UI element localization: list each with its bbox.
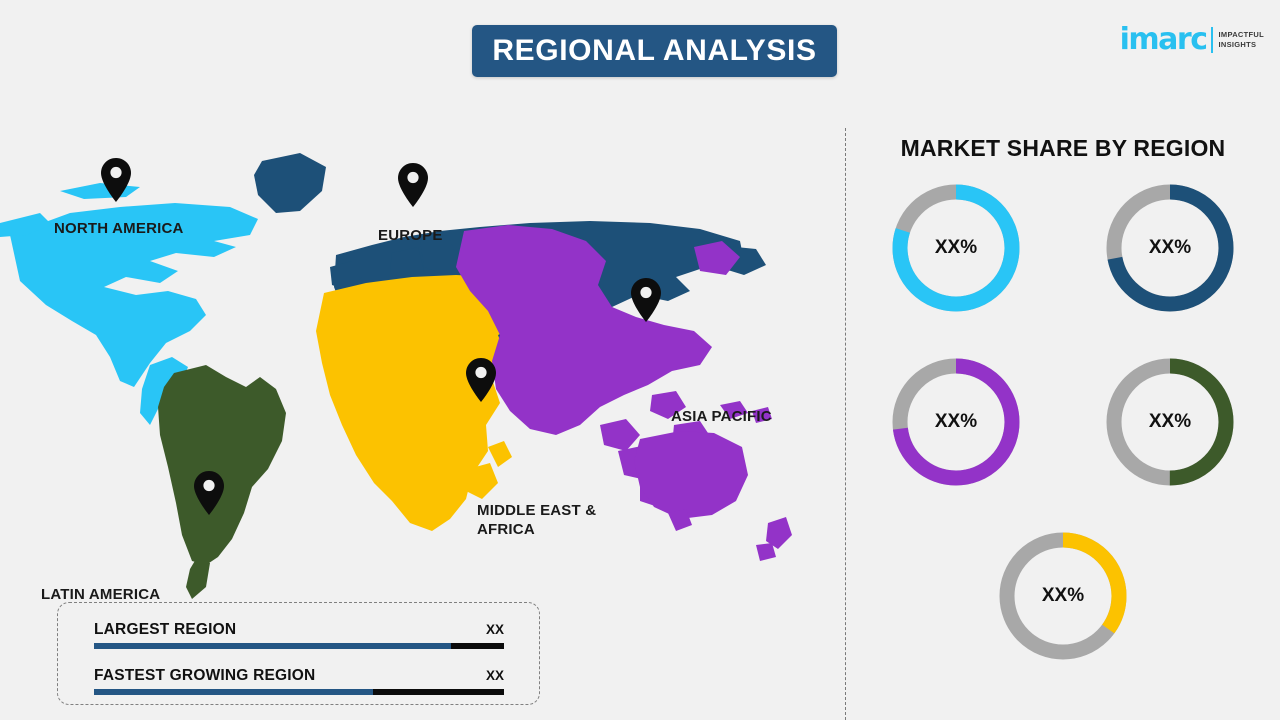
region-summary-box: LARGEST REGION XX FASTEST GROWING REGION… xyxy=(57,602,540,705)
map-label-middle-east-africa: MIDDLE EAST & AFRICA xyxy=(477,502,597,538)
world-map-panel: NORTH AMERICA EUROPE ASIA PACIFIC MIDDLE… xyxy=(0,95,830,615)
donut-row-3: XX% xyxy=(856,526,1270,666)
legend-value-largest-region: XX xyxy=(485,622,504,637)
donut-graphic xyxy=(892,358,1020,486)
map-pin-latin-america[interactable] xyxy=(194,471,224,515)
logo-tagline-line1: IMPACTFUL xyxy=(1218,29,1264,39)
map-label-europe: EUROPE xyxy=(378,227,443,244)
donut-chart-grid: XX% XX% XX% xyxy=(856,178,1270,666)
legend-row-fastest-growing-region: FASTEST GROWING REGION XX xyxy=(94,667,504,695)
world-map-graphic xyxy=(0,153,792,599)
logo-tagline-line2: INSIGHTS xyxy=(1218,40,1257,49)
legend-value-fastest-growing-region: XX xyxy=(485,668,504,683)
donut-graphic xyxy=(1106,358,1234,486)
donut-graphic xyxy=(1106,184,1234,312)
map-region-asia-pacific[interactable] xyxy=(456,225,792,561)
donut-chart-north-america[interactable]: XX% xyxy=(886,178,1026,318)
donut-row-1: XX% XX% xyxy=(856,178,1270,318)
logo-wordmark: imarc xyxy=(1119,22,1208,57)
legend-row-header: LARGEST REGION XX xyxy=(94,621,504,639)
legend-progress-fill-fastest-growing-region xyxy=(94,689,373,695)
page-title: REGIONAL ANALYSIS xyxy=(492,34,817,67)
donut-graphic xyxy=(999,532,1127,660)
map-region-latin-america[interactable] xyxy=(158,365,286,599)
map-pin-asia-pacific[interactable] xyxy=(631,278,661,322)
map-pin-europe[interactable] xyxy=(398,163,428,207)
legend-label-largest-region: LARGEST REGION xyxy=(94,621,237,638)
map-pin-north-america[interactable] xyxy=(101,158,131,202)
donut-chart-latin-america[interactable]: XX% xyxy=(1100,352,1240,492)
legend-progress-track-fastest-growing-region xyxy=(94,689,504,695)
legend-row-largest-region: LARGEST REGION XX xyxy=(94,621,504,649)
donut-chart-europe[interactable]: XX% xyxy=(1100,178,1240,318)
map-region-north-america[interactable] xyxy=(0,153,326,429)
panel-divider xyxy=(845,128,846,720)
donut-chart-middle-east-africa[interactable]: XX% xyxy=(993,526,1133,666)
map-label-asia-pacific: ASIA PACIFIC xyxy=(671,408,772,425)
legend-label-fastest-growing-region: FASTEST GROWING REGION xyxy=(94,667,316,684)
donut-chart-asia-pacific[interactable]: XX% xyxy=(886,352,1026,492)
page-title-banner: REGIONAL ANALYSIS xyxy=(472,25,837,77)
logo-divider-bar xyxy=(1210,27,1213,53)
legend-row-header: FASTEST GROWING REGION XX xyxy=(94,667,504,685)
logo-tagline: IMPACTFUL INSIGHTS xyxy=(1219,30,1264,50)
legend-progress-track-largest-region xyxy=(94,643,504,649)
donut-row-2: XX% XX% xyxy=(856,352,1270,492)
brand-logo: imarc IMPACTFUL INSIGHTS xyxy=(1120,22,1264,58)
donut-graphic xyxy=(892,184,1020,312)
legend-progress-fill-largest-region xyxy=(94,643,451,649)
market-share-title: MARKET SHARE BY REGION xyxy=(900,135,1226,161)
map-pin-middle-east-africa[interactable] xyxy=(466,358,496,402)
market-share-panel: MARKET SHARE BY REGION XX% XX% xyxy=(846,120,1280,720)
map-label-latin-america: LATIN AMERICA xyxy=(41,586,161,603)
map-label-north-america: NORTH AMERICA xyxy=(54,220,184,237)
